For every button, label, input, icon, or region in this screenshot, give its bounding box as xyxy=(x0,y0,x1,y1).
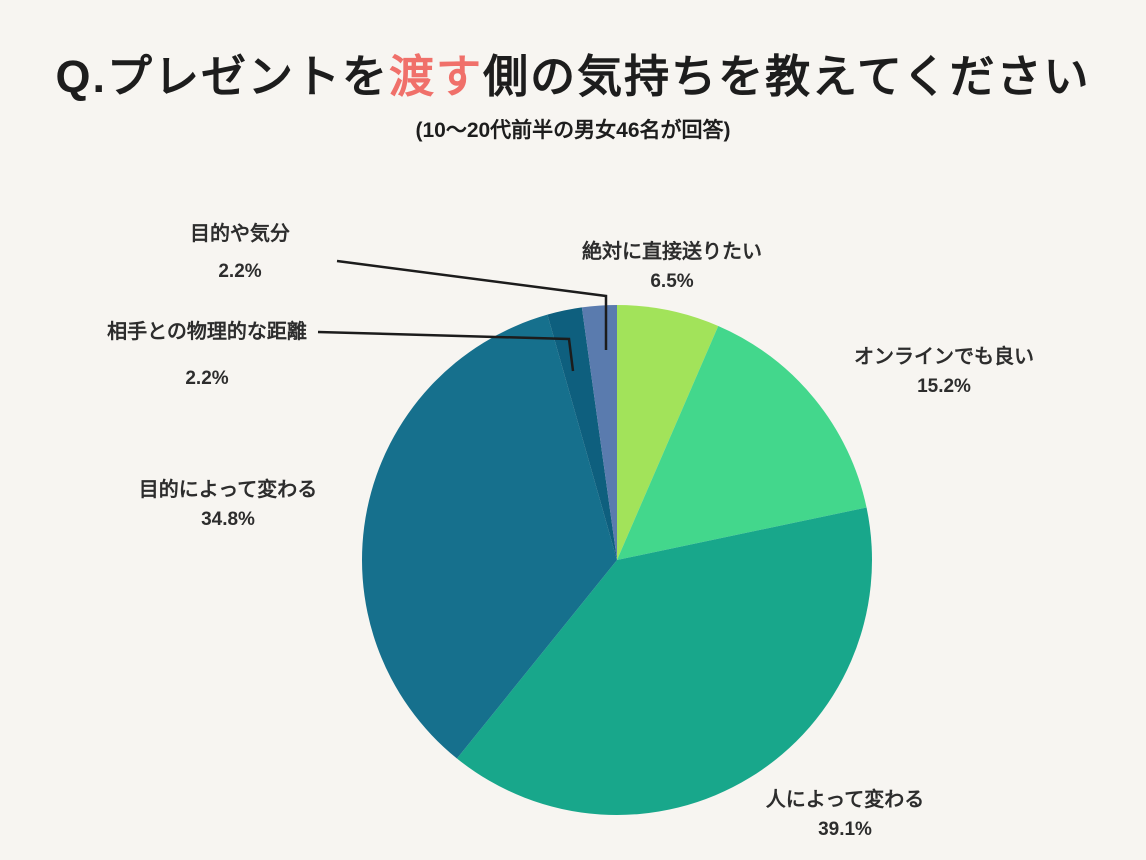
pie-slice-6 xyxy=(581,305,617,560)
slice-label: 目的によって変わる xyxy=(138,479,318,501)
slice-percent: 15.2% xyxy=(917,376,971,397)
label-physical-distance: 相手との物理的な距離 2.2% xyxy=(107,320,307,391)
slice-percent: 34.8% xyxy=(201,509,255,530)
slice-percent: 2.2% xyxy=(218,261,262,282)
pie-slice-3 xyxy=(456,507,873,816)
slice-label: オンラインでも良い xyxy=(854,346,1034,368)
pie-slice-5 xyxy=(547,307,617,560)
pie-slices-group xyxy=(361,305,873,816)
label-online: オンラインでも良い 15.2% xyxy=(854,345,1034,399)
callout-line-mood xyxy=(336,259,608,350)
label-depends-purpose: 目的によって変わる 34.8% xyxy=(139,478,317,532)
slice-percent: 39.1% xyxy=(818,819,872,840)
page-title: Q.プレゼントを渡す側の気持ちを教えてください xyxy=(0,40,1146,105)
label-purpose-mood: 目的や気分 2.2% xyxy=(190,222,290,284)
label-direct: 絶対に直接送りたい 6.5% xyxy=(582,240,762,294)
slice-label: 絶対に直接送りたい xyxy=(582,241,762,263)
pie-slice-4 xyxy=(361,314,617,759)
title-prefix: Q.プレゼントを xyxy=(55,51,390,102)
survey-subtitle: (10〜20代前半の男女46名が回答) xyxy=(415,119,731,142)
callout-line-distance xyxy=(317,330,575,372)
slice-label: 相手との物理的な距離 xyxy=(107,321,307,343)
pie-slice-1 xyxy=(617,305,719,560)
slice-label: 目的や気分 xyxy=(190,223,290,245)
slice-percent: 6.5% xyxy=(650,271,694,292)
slice-percent: 2.2% xyxy=(185,368,229,389)
slice-label: 人によって変わる xyxy=(765,789,925,811)
title-suffix: 側の気持ちを教えてください xyxy=(483,51,1091,102)
pie-slice-2 xyxy=(617,325,867,560)
title-highlight: 渡す xyxy=(389,51,484,102)
label-depends-person: 人によって変わる 39.1% xyxy=(766,788,924,842)
